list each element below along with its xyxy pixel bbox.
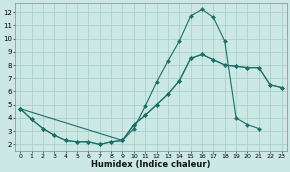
X-axis label: Humidex (Indice chaleur): Humidex (Indice chaleur) [91, 160, 211, 169]
